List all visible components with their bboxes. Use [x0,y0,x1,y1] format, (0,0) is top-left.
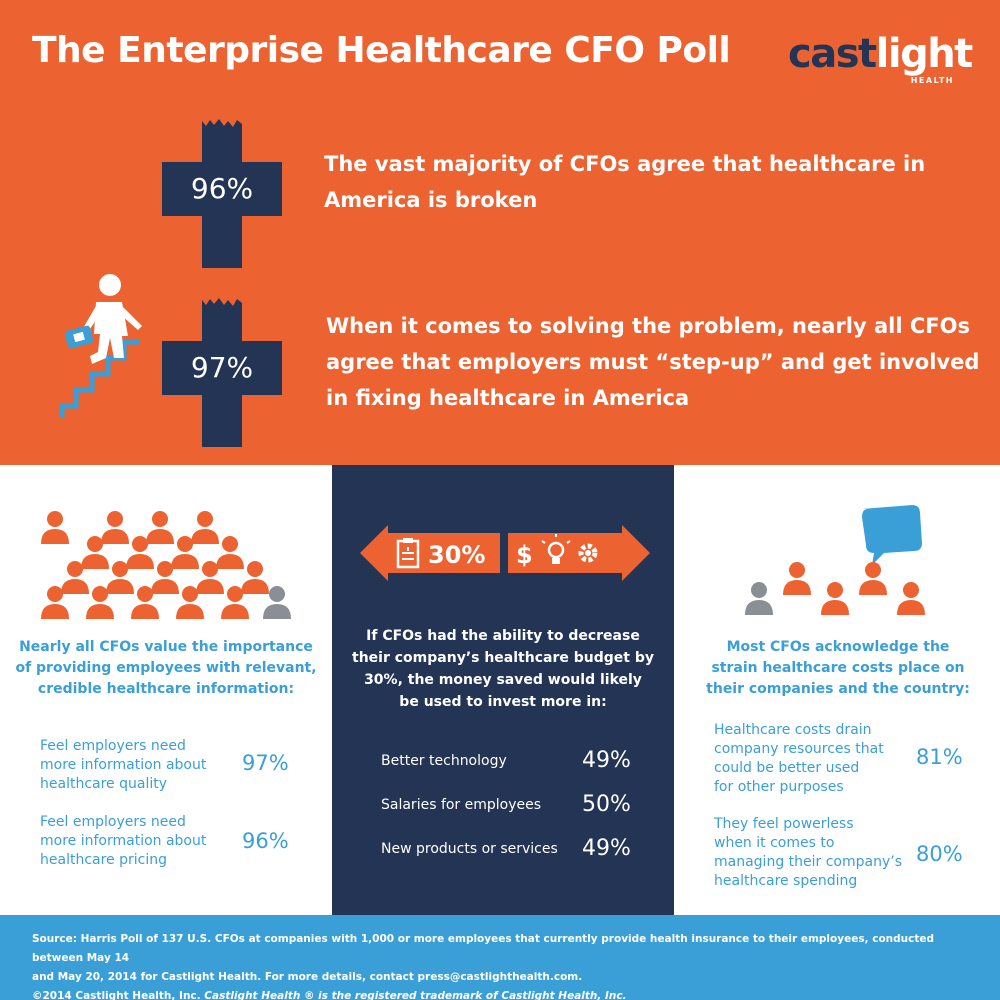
right-row-powerless-value: 80% [916,842,963,866]
middle-row-technology-label: Better technology [381,753,507,769]
castlight-logo: castlight HEALTH [788,34,973,94]
broken-cross-icon-96: 96% [162,115,282,268]
footer: Source: Harris Poll of 137 U.S. CFOs at … [0,915,1000,1000]
people-speech-icon [745,505,925,615]
people-pyramid-icon [41,511,291,619]
crack-icon [202,115,242,127]
middle-row-salaries-label: Salaries for employees [381,797,542,813]
left-column: Nearly all CFOs value the importance of … [0,465,332,915]
left-row-pricing-label: Feel employers need more information abo… [40,814,207,868]
crack-icon [202,294,242,306]
budget-arrows-icon: 30% $ [360,525,650,581]
logo-subtitle: HEALTH [910,76,954,85]
middle-column: 30% $ If CFOs had the ability to decreas… [332,465,674,915]
top-banner: The Enterprise Healthcare CFO Poll castl… [0,0,1000,465]
left-row-quality-value: 97% [242,751,289,775]
stat-text-broken: The vast majority of CFOs agree that hea… [324,152,926,212]
left-heading: Nearly all CFOs value the importance of … [15,639,317,697]
footer-copyright: ©2014 Castlight Health, Inc. Castlight H… [32,990,627,1000]
right-row-drain-label: Healthcare costs drain company resources… [714,722,884,795]
right-row-drain-value: 81% [916,745,963,769]
middle-row-products-value: 49% [582,836,631,861]
page-title: The Enterprise Healthcare CFO Poll [32,30,731,71]
stat-text-step-up: When it comes to solving the problem, ne… [326,314,980,410]
middle-row-technology-value: 49% [582,748,631,773]
stat-value-step-up: 97% [190,351,254,384]
stair-climber-icon [59,274,142,418]
left-row-quality-label: Feel employers need more information abo… [40,738,207,792]
footer-source: Source: Harris Poll of 137 U.S. CFOs at … [32,930,972,1000]
right-column: Most CFOs acknowledge the strain healthc… [674,465,1000,915]
right-row-powerless-label: They feel powerless when it comes to man… [714,816,902,889]
middle-row-salaries-value: 50% [582,792,631,817]
middle-heading: If CFOs had the ability to decrease thei… [352,628,654,710]
left-row-pricing-value: 96% [242,829,289,853]
svg-text:$: $ [516,541,533,569]
logo-wordmark: castlight [788,31,973,77]
stat-value-broken: 96% [190,172,254,205]
svg-text:30%: 30% [428,541,485,569]
broken-cross-icon-97: 97% [162,294,282,447]
right-heading: Most CFOs acknowledge the strain healthc… [706,639,970,697]
middle-row-products-label: New products or services [381,841,558,857]
